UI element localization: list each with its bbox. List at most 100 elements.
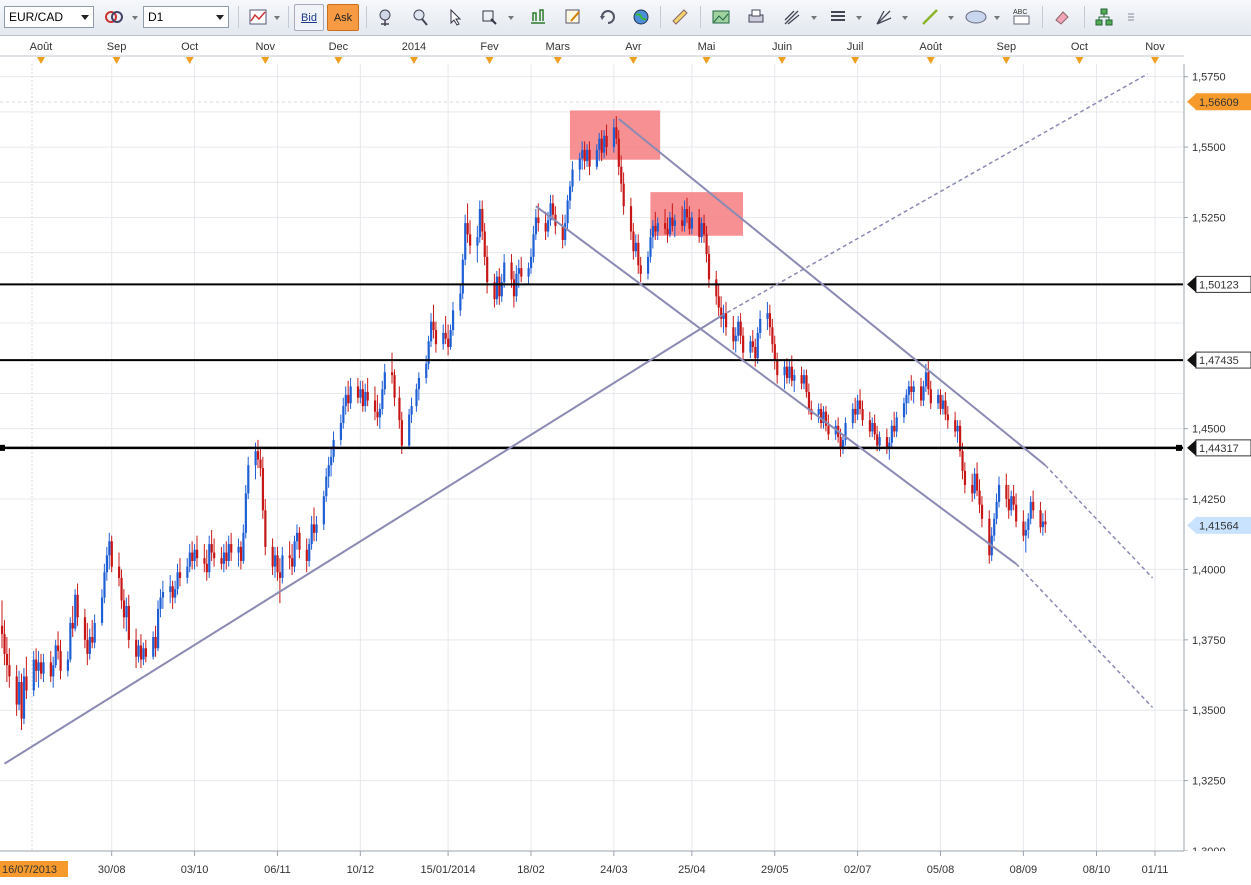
candle-body (910, 386, 913, 393)
fibonacci-icon[interactable] (780, 5, 804, 29)
candle-body (66, 659, 70, 671)
pointer-icon[interactable] (443, 5, 467, 29)
candle-body (564, 223, 567, 240)
bid-button[interactable]: Bid (294, 4, 324, 31)
ask-button[interactable]: Ask (327, 4, 359, 31)
cursor-date-bg (0, 861, 68, 877)
dropdown-arrow-icon[interactable] (902, 16, 908, 20)
candle-body (432, 321, 435, 331)
chart-area[interactable]: Août Sep Oct Nov Dec 2014 Fev Mars Avr Mai Juin Jui… (0, 36, 1251, 885)
chart-type-icon[interactable] (246, 5, 270, 29)
candle-body (35, 659, 38, 671)
candle-body (1, 625, 4, 635)
dropdown-arrow-icon[interactable] (948, 16, 954, 20)
candle-body (637, 242, 640, 266)
pencil-icon[interactable] (872, 5, 896, 29)
dropdown-arrow-icon[interactable] (508, 16, 514, 20)
candle-body (973, 473, 976, 494)
candle-body (203, 558, 206, 564)
menu-grip-icon[interactable] (1124, 5, 1138, 29)
candle-body (785, 366, 789, 378)
candle-body (954, 420, 957, 432)
candle-body (288, 555, 291, 559)
candle-body (142, 648, 145, 660)
candle-body (622, 183, 625, 207)
candle-body (193, 549, 196, 561)
candle-body (871, 423, 874, 432)
candle-body (483, 231, 486, 257)
candle-body (854, 408, 857, 415)
candle-body (278, 572, 282, 578)
candle-body (1015, 504, 1018, 522)
crosshair-icon[interactable] (373, 5, 397, 29)
screenshot-icon[interactable] (709, 5, 733, 29)
refresh-icon[interactable] (596, 5, 620, 29)
candle-body (22, 676, 26, 719)
candle-body (239, 546, 243, 561)
eraser-icon[interactable] (1050, 5, 1074, 29)
objects-icon[interactable] (1092, 5, 1116, 29)
chart-grid (0, 64, 1183, 852)
candle-body (739, 321, 742, 336)
level-price-tag: 1,47435 (1199, 355, 1239, 367)
globe-icon[interactable] (629, 5, 653, 29)
candle-body (32, 659, 35, 691)
candle-body (958, 425, 962, 452)
candle-body (293, 541, 296, 567)
candle-body (186, 566, 189, 578)
candle-body (469, 234, 472, 246)
candle-body (844, 423, 847, 440)
candle-body (434, 330, 438, 345)
candle-body (400, 420, 403, 446)
month-marker-icon (37, 57, 46, 64)
candle-body (308, 544, 311, 561)
month-marker-icon (1075, 57, 1084, 64)
candle-body (247, 465, 250, 494)
candle-body (161, 591, 165, 598)
trendline-icon[interactable] (918, 5, 942, 29)
candle-body (717, 296, 720, 308)
dropdown-arrow-icon[interactable] (994, 16, 1000, 20)
candle-body (988, 518, 991, 556)
instrument-link-icon[interactable] (102, 5, 126, 29)
edit-icon[interactable] (561, 5, 585, 29)
candle-body (681, 220, 684, 226)
ellipse-icon[interactable] (964, 5, 988, 29)
candle-body (1041, 521, 1045, 528)
dropdown-arrow-icon[interactable] (856, 16, 862, 20)
text-icon[interactable]: ABC (1010, 5, 1034, 29)
timeframe-select[interactable]: D1 (143, 6, 229, 28)
candle-body (756, 332, 759, 359)
candle-body (705, 234, 708, 255)
candle-body (634, 242, 637, 252)
candle-body (83, 617, 87, 640)
candle-body (720, 307, 723, 319)
candle-body (878, 437, 881, 446)
symbol-select[interactable]: EUR/CAD (4, 6, 94, 28)
text-tool-label: ABC (1013, 9, 1027, 16)
dropdown-arrow-icon[interactable] (274, 16, 280, 20)
candle-body (651, 225, 655, 238)
candle-body (327, 465, 330, 477)
zoom-icon[interactable] (408, 5, 432, 29)
candle-body (378, 408, 382, 418)
candle-body (532, 234, 535, 257)
candle-body (742, 335, 745, 353)
template-icon[interactable] (526, 5, 550, 29)
candle-body (841, 439, 845, 449)
candle-body (551, 203, 555, 215)
candle-body (208, 544, 211, 573)
dropdown-arrow-icon[interactable] (811, 16, 817, 20)
lines-icon[interactable] (826, 5, 850, 29)
candle-body (583, 149, 586, 162)
candle-body (568, 186, 572, 201)
level-price-tag-pointer (1187, 276, 1196, 293)
ruler-icon[interactable] (668, 5, 692, 29)
candle-body (715, 279, 718, 297)
candle-body (537, 217, 540, 224)
price-marker-tag: 1,41564 (1199, 520, 1239, 532)
candle-body (171, 586, 174, 598)
print-icon[interactable] (744, 5, 768, 29)
dropdown-arrow-icon[interactable] (132, 16, 138, 20)
indicator-icon[interactable] (478, 5, 502, 29)
